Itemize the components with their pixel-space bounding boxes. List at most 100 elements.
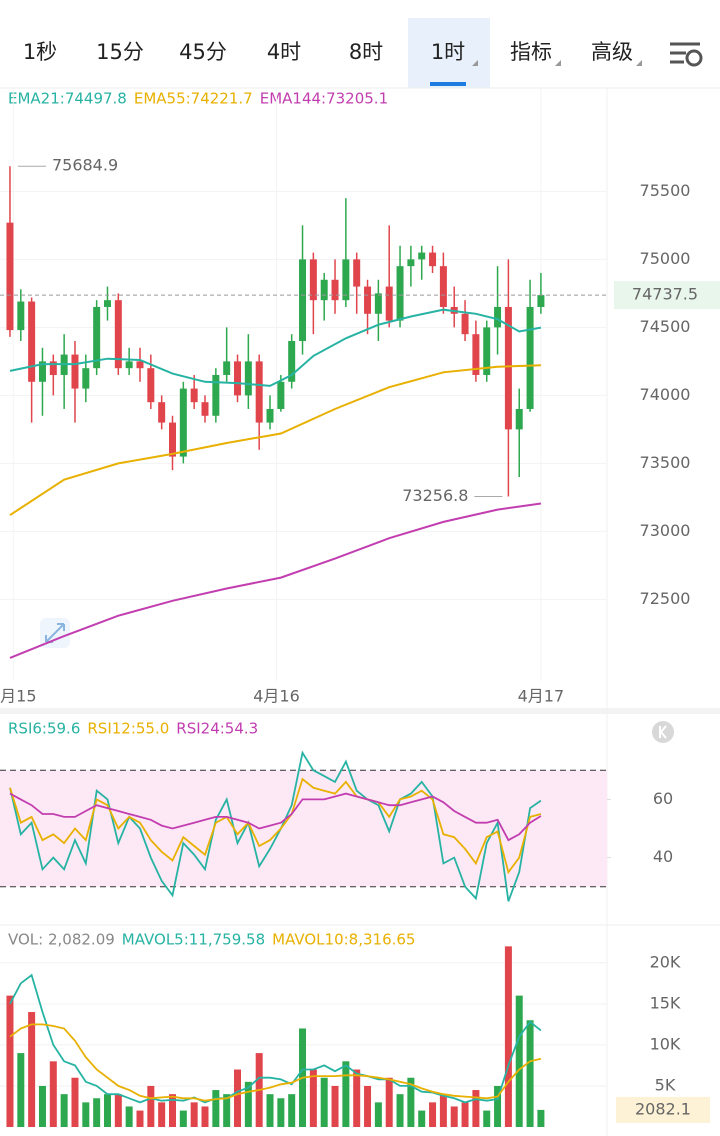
candle-body (429, 252, 437, 267)
candle-body (147, 368, 155, 403)
volume-bar (168, 1094, 176, 1127)
volume-bar (179, 1110, 187, 1127)
candle-body (125, 361, 133, 369)
candle-body (504, 306, 512, 430)
candle-body (49, 361, 57, 375)
legend-entry: RSI12:55.0 (87, 720, 169, 738)
volume-bar (223, 1094, 231, 1127)
y-tick-label: 72500 (640, 589, 691, 608)
candle-body (17, 301, 25, 331)
tab[interactable]: 8时 (349, 40, 383, 64)
legend-entry: EMA144:73205.1 (260, 90, 388, 108)
candle-body (483, 327, 491, 375)
candle-body (201, 402, 209, 416)
y-tick-label: 60 (653, 789, 673, 808)
legend-entry: RSI6:59.6 (8, 720, 80, 738)
candle-body (255, 361, 263, 423)
x-tick-label: 4月17 (518, 687, 565, 706)
volume-bar (407, 1077, 415, 1127)
volume-bar (309, 1069, 317, 1127)
volume-bar (28, 1012, 36, 1127)
settings-icon[interactable] (670, 42, 703, 67)
x-tick-label: 4月15 (0, 687, 36, 706)
candle-body (244, 361, 252, 396)
volume-bar (71, 1077, 79, 1127)
candle-body (168, 422, 176, 457)
volume-bar (320, 1077, 328, 1127)
candle-body (82, 368, 90, 389)
tab[interactable]: 4时 (267, 40, 301, 64)
candle-body (179, 388, 187, 457)
volume-bar (49, 1061, 57, 1127)
tab-caret (472, 60, 478, 66)
icon-gear (685, 49, 703, 67)
legend-entry: MAVOL5:11,759.58 (122, 931, 265, 949)
ema-line (9, 308, 542, 387)
candle-body (526, 306, 534, 409)
candle-body (309, 259, 317, 301)
legend-entry: EMA21:74497.8 (8, 90, 127, 108)
candle-body (136, 361, 144, 369)
volume-bar (6, 995, 14, 1127)
legend-entry: EMA55:74221.7 (134, 90, 253, 108)
candle-body (407, 259, 415, 267)
current-price-bg (614, 281, 720, 310)
y-tick-label: 74000 (640, 385, 691, 404)
candle-body (6, 222, 14, 331)
high-label: 75684.9 (52, 156, 118, 175)
tab[interactable]: 高级 (591, 40, 633, 64)
candle-body (71, 354, 79, 389)
volume-bar (331, 1085, 339, 1127)
y-tick-label: 74500 (640, 317, 691, 336)
candle-body (515, 408, 523, 430)
rsi-band (0, 770, 607, 887)
tab[interactable]: 15分 (96, 40, 144, 64)
candle-body (494, 306, 502, 328)
candle-body (266, 408, 274, 423)
volume-bar (526, 1020, 534, 1127)
tab[interactable]: 指标 (510, 40, 552, 64)
tab[interactable]: 1时 (431, 40, 465, 64)
volume-bar (190, 1102, 198, 1127)
candle-body (93, 306, 101, 369)
candle-body (223, 361, 231, 375)
volume-bar (125, 1106, 133, 1127)
candle-body (320, 279, 328, 301)
volume-bar (244, 1081, 252, 1127)
volume-bar (483, 1110, 491, 1127)
candle-body (114, 300, 122, 369)
volume-bar (234, 1069, 242, 1127)
volume-bar (158, 1102, 166, 1127)
current-volume-bg (616, 1096, 710, 1123)
candle-body (472, 334, 480, 375)
volume-bar (515, 995, 523, 1127)
legend-entry: MAVOL10:8,316.65 (272, 931, 415, 949)
volume-bar (504, 946, 512, 1127)
active-tab-underline (430, 82, 466, 86)
collapse-icon[interactable] (652, 721, 674, 743)
active-tab-bg (408, 18, 490, 88)
volume-bar (82, 1102, 90, 1127)
volume-bar (418, 1110, 426, 1127)
volume-bar (396, 1094, 404, 1127)
y-tick-label: 5K (655, 1075, 676, 1094)
volume-bar (364, 1085, 372, 1127)
y-tick-label: 15K (650, 993, 681, 1012)
volume-bar (342, 1061, 350, 1127)
candle-body (103, 300, 111, 307)
tab[interactable]: 45分 (179, 40, 227, 64)
y-tick-label: 73500 (640, 453, 691, 472)
candle-body (212, 374, 220, 416)
y-tick-label: 75000 (640, 249, 691, 268)
icon-bg (652, 721, 674, 743)
volume-bar (374, 1102, 382, 1127)
candle-body (385, 286, 393, 321)
tab[interactable]: 1秒 (23, 40, 57, 64)
tab-caret (555, 60, 561, 66)
ema-line (9, 364, 541, 516)
rsi-line (9, 750, 542, 902)
candle-body (190, 388, 198, 403)
volume-bar (353, 1069, 361, 1127)
candle-body (439, 266, 447, 307)
candle-body (537, 295, 545, 307)
